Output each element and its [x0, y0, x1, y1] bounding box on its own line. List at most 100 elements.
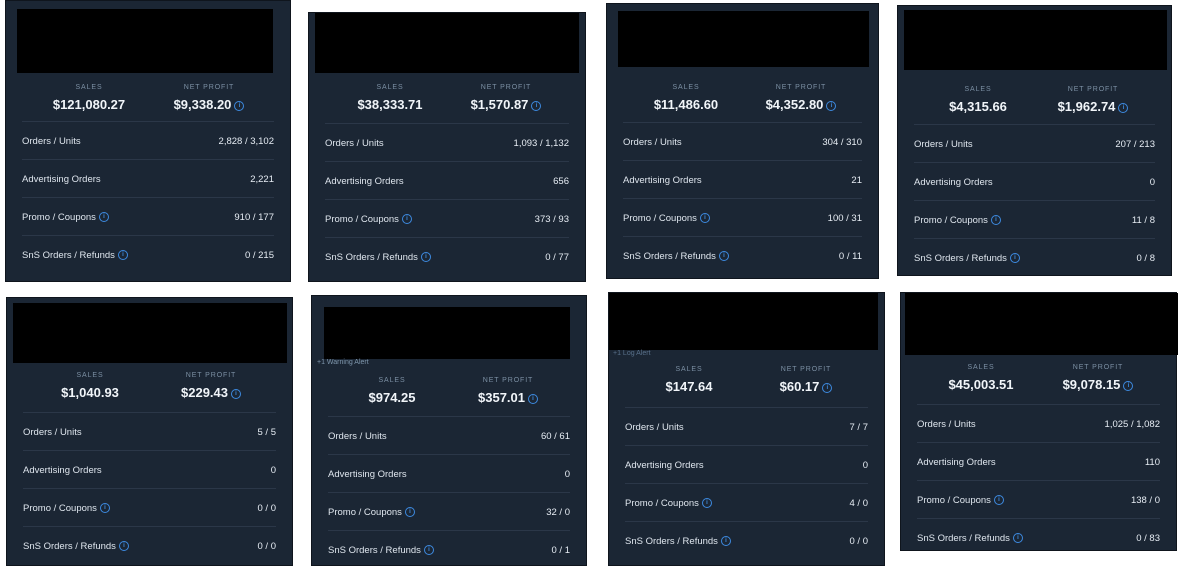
product-card[interactable]: SALES $121,080.27 NET PROFIT $9,338.20 i … — [5, 0, 291, 282]
orders-units-value: 304 / 310 — [822, 136, 862, 148]
info-icon[interactable]: i — [423, 544, 434, 555]
net-profit-metric: NET PROFIT $357.01 i — [448, 376, 568, 405]
sns-refunds-label: SnS Orders / Refunds — [325, 251, 418, 263]
sales-label: SALES — [964, 86, 992, 93]
info-icon[interactable]: i — [701, 497, 712, 508]
info-icon[interactable]: i — [117, 249, 128, 260]
net-profit-value: $1,570.87 — [470, 97, 529, 112]
row-advertising-orders: Advertising Orders 0 — [328, 454, 570, 493]
sales-label: SALES — [967, 364, 995, 371]
info-icon[interactable]: i — [699, 212, 710, 223]
row-sns-refunds: SnS Orders / Refunds i 0 / 83 — [917, 518, 1160, 557]
orders-units-label: Orders / Units — [623, 136, 682, 148]
info-icon[interactable]: i — [1123, 380, 1134, 391]
promo-coupons-value: 373 / 93 — [534, 213, 569, 225]
row-orders-units: Orders / Units 2,828 / 3,102 — [22, 121, 274, 160]
net-profit-label: NET PROFIT — [1067, 86, 1119, 93]
info-icon[interactable]: i — [990, 214, 1001, 225]
promo-coupons-label: Promo / Coupons — [23, 502, 97, 514]
sns-refunds-label: SnS Orders / Refunds — [917, 532, 1010, 544]
net-profit-label: NET PROFIT — [1072, 364, 1124, 371]
product-card[interactable]: +1 Log Alert SALES $147.64 NET PROFIT $6… — [608, 292, 885, 566]
sales-metric: SALES $4,315.66 — [918, 85, 1038, 114]
info-icon[interactable]: i — [1118, 102, 1129, 113]
advertising-orders-label: Advertising Orders — [23, 464, 102, 476]
row-orders-units: Orders / Units 1,025 / 1,082 — [917, 404, 1160, 443]
row-promo-coupons: Promo / Coupons i 4 / 0 — [625, 483, 868, 522]
row-sns-refunds: SnS Orders / Refunds i 0 / 11 — [623, 236, 862, 275]
alert-tag[interactable]: +1 Warning Alert — [317, 359, 369, 366]
row-sns-refunds: SnS Orders / Refunds i 0 / 0 — [625, 521, 868, 560]
row-orders-units: Orders / Units 7 / 7 — [625, 407, 868, 446]
sns-refunds-value: 0 / 8 — [1136, 252, 1156, 264]
net-profit-metric: NET PROFIT $9,338.20 i — [149, 83, 269, 112]
redacted-product-title — [324, 307, 570, 359]
row-advertising-orders: Advertising Orders 110 — [917, 442, 1160, 481]
info-icon[interactable]: i — [718, 250, 729, 261]
advertising-orders-label: Advertising Orders — [328, 468, 407, 480]
orders-units-value: 60 / 61 — [540, 430, 570, 442]
row-sns-refunds: SnS Orders / Refunds i 0 / 0 — [23, 526, 276, 565]
info-icon[interactable]: i — [826, 100, 837, 111]
redacted-product-title — [904, 10, 1167, 70]
row-orders-units: Orders / Units 207 / 213 — [914, 124, 1155, 163]
alert-tag[interactable]: +1 Log Alert — [613, 350, 651, 357]
promo-coupons-label: Promo / Coupons — [625, 497, 699, 509]
info-icon[interactable]: i — [118, 540, 129, 551]
info-icon[interactable]: i — [1012, 532, 1023, 543]
info-icon[interactable]: i — [420, 251, 431, 262]
orders-units-label: Orders / Units — [325, 137, 384, 149]
info-icon[interactable]: i — [231, 388, 241, 399]
info-icon[interactable]: i — [234, 100, 245, 111]
net-profit-label: NET PROFIT — [482, 377, 534, 384]
sns-refunds-value: 0 / 215 — [244, 249, 274, 261]
info-icon[interactable]: i — [531, 100, 542, 111]
advertising-orders-value: 21 — [851, 174, 862, 186]
info-icon[interactable]: i — [401, 213, 412, 224]
net-profit-metric: NET PROFIT $9,078.15 i — [1038, 363, 1158, 392]
sns-refunds-value: 0 / 11 — [838, 250, 862, 262]
promo-coupons-value: 4 / 0 — [849, 497, 869, 509]
sales-value: $11,486.60 — [653, 97, 719, 112]
sales-label: SALES — [672, 84, 700, 91]
sns-refunds-label: SnS Orders / Refunds — [914, 252, 1007, 264]
promo-coupons-value: 910 / 177 — [234, 211, 274, 223]
product-card[interactable]: SALES $38,333.71 NET PROFIT $1,570.87 i O… — [308, 12, 586, 282]
info-icon[interactable]: i — [720, 535, 731, 546]
row-promo-coupons: Promo / Coupons i 11 / 8 — [914, 200, 1155, 239]
product-card[interactable]: +1 Warning Alert SALES $974.25 NET PROFI… — [311, 295, 587, 566]
product-card[interactable]: SALES $4,315.66 NET PROFIT $1,962.74 i Or… — [897, 5, 1172, 276]
info-icon[interactable]: i — [1009, 252, 1020, 263]
net-profit-metric: NET PROFIT $60.17 i — [746, 365, 866, 394]
promo-coupons-label: Promo / Coupons — [917, 494, 991, 506]
sales-value: $121,080.27 — [52, 97, 126, 112]
info-icon[interactable]: i — [528, 393, 538, 404]
sales-value: $147.64 — [665, 379, 713, 394]
row-promo-coupons: Promo / Coupons i 0 / 0 — [23, 488, 276, 527]
sns-refunds-value: 0 / 77 — [545, 251, 569, 263]
orders-units-label: Orders / Units — [328, 430, 387, 442]
row-promo-coupons: Promo / Coupons i 100 / 31 — [623, 198, 862, 237]
advertising-orders-value: 0 — [270, 464, 276, 476]
promo-coupons-value: 32 / 0 — [546, 506, 570, 518]
info-icon[interactable]: i — [822, 382, 833, 393]
orders-units-label: Orders / Units — [917, 418, 976, 430]
row-orders-units: Orders / Units 5 / 5 — [23, 412, 276, 451]
info-icon[interactable]: i — [404, 506, 415, 517]
info-icon[interactable]: i — [98, 211, 109, 222]
advertising-orders-value: 2,221 — [250, 173, 274, 185]
product-card[interactable]: SALES $11,486.60 NET PROFIT $4,352.80 i O… — [606, 3, 879, 279]
info-icon[interactable]: i — [99, 502, 110, 513]
promo-coupons-value: 11 / 8 — [1131, 214, 1155, 226]
info-icon[interactable]: i — [993, 494, 1004, 505]
row-advertising-orders: Advertising Orders 2,221 — [22, 159, 274, 198]
row-promo-coupons: Promo / Coupons i 910 / 177 — [22, 197, 274, 236]
sales-value: $38,333.71 — [357, 97, 423, 112]
row-orders-units: Orders / Units 60 / 61 — [328, 416, 570, 455]
net-profit-label: NET PROFIT — [775, 84, 827, 91]
promo-coupons-label: Promo / Coupons — [22, 211, 96, 223]
sns-refunds-label: SnS Orders / Refunds — [22, 249, 115, 261]
product-card[interactable]: SALES $1,040.93 NET PROFIT $229.43 i Orde… — [6, 297, 293, 566]
sales-label: SALES — [76, 372, 104, 379]
product-card[interactable]: SALES $45,003.51 NET PROFIT $9,078.15 i O… — [900, 292, 1178, 551]
